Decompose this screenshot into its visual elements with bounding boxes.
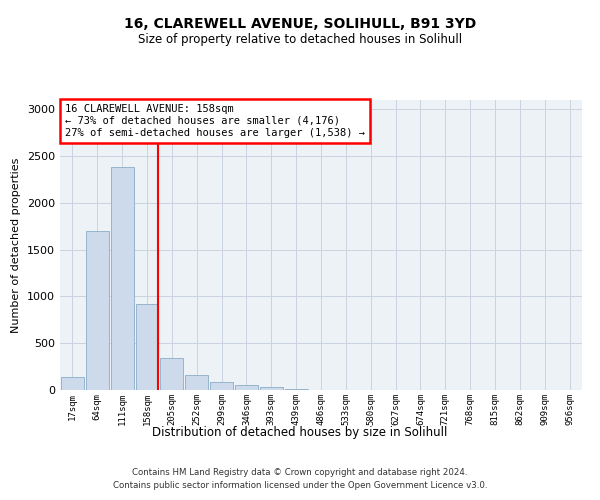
Bar [160, 358, 183, 390]
Bar [285, 389, 308, 390]
Bar [185, 375, 208, 390]
Text: 16, CLAREWELL AVENUE, SOLIHULL, B91 3YD: 16, CLAREWELL AVENUE, SOLIHULL, B91 3YD [124, 18, 476, 32]
Bar [235, 385, 258, 390]
Y-axis label: Number of detached properties: Number of detached properties [11, 158, 22, 332]
Text: Size of property relative to detached houses in Solihull: Size of property relative to detached ho… [138, 32, 462, 46]
Bar [86, 231, 109, 390]
Bar [136, 304, 158, 390]
Text: Distribution of detached houses by size in Solihull: Distribution of detached houses by size … [152, 426, 448, 439]
Bar [111, 168, 134, 390]
Bar [61, 377, 84, 390]
Bar [260, 387, 283, 390]
Text: 16 CLAREWELL AVENUE: 158sqm
← 73% of detached houses are smaller (4,176)
27% of : 16 CLAREWELL AVENUE: 158sqm ← 73% of det… [65, 104, 365, 138]
Text: Contains HM Land Registry data © Crown copyright and database right 2024.
Contai: Contains HM Land Registry data © Crown c… [113, 468, 487, 490]
Bar [210, 382, 233, 390]
